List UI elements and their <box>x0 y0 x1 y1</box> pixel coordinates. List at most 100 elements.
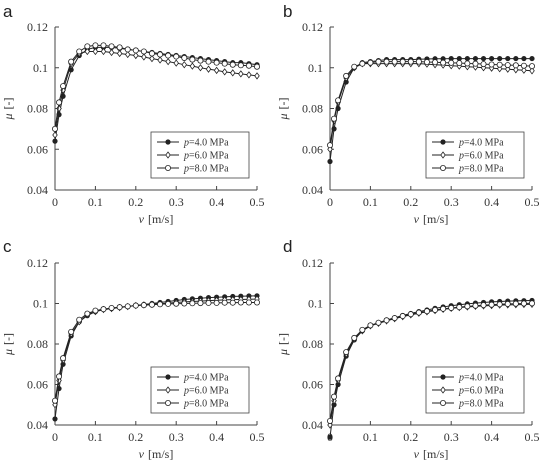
legend-marker <box>440 374 446 380</box>
data-point <box>197 64 204 72</box>
panel-letter-b: b <box>283 2 292 21</box>
data-point <box>84 47 91 56</box>
series-1 <box>52 44 260 144</box>
chart-panel-d: d0.040.060.080.10.1200.10.20.30.40.5v[m/… <box>276 237 540 461</box>
x-tick-label: 0 <box>327 195 333 209</box>
x-axis-label: v [m/s] <box>414 447 449 461</box>
data-point <box>529 300 536 307</box>
y-tick-label: 0.1 <box>33 61 48 75</box>
data-point <box>253 299 260 306</box>
data-point <box>165 300 172 307</box>
data-point <box>407 58 414 65</box>
y-tick-label: 0.12 <box>302 256 323 270</box>
data-point <box>335 375 342 382</box>
data-point <box>488 301 495 308</box>
data-point <box>375 58 382 65</box>
x-tick-label: 0.5 <box>525 430 540 444</box>
data-point <box>456 304 463 311</box>
x-axis-unit: [m/s] <box>148 212 173 226</box>
data-point <box>343 349 350 356</box>
data-point <box>173 53 180 60</box>
legend-marker <box>439 399 446 406</box>
data-point <box>488 55 495 62</box>
legend-entry-variable: p <box>183 399 189 410</box>
data-point <box>60 83 67 90</box>
legend-entry: p=8.0 MPa <box>183 399 229 410</box>
data-point <box>124 50 131 59</box>
y-axis-variable: μ <box>276 113 290 120</box>
y-axis-label: μ [-] <box>276 97 290 120</box>
legend-marker <box>439 164 446 171</box>
legend-entry-variable: p <box>183 138 189 149</box>
data-point <box>375 319 382 326</box>
data-point <box>52 416 58 422</box>
data-point <box>529 67 535 75</box>
data-point <box>205 299 212 306</box>
data-point <box>472 302 479 309</box>
x-tick-label: 0.1 <box>363 195 378 209</box>
x-tick-label: 0.5 <box>250 430 265 444</box>
legend-entry: p=6.0 MPa <box>183 386 229 397</box>
data-point <box>157 51 164 58</box>
data-point <box>423 59 430 66</box>
data-point <box>173 300 180 307</box>
data-point <box>108 43 115 50</box>
y-tick-label: 0.08 <box>27 102 48 116</box>
y-axis-variable: μ <box>1 349 15 356</box>
y-tick-label: 0.04 <box>302 418 323 432</box>
data-point <box>132 47 139 54</box>
data-point <box>237 62 244 69</box>
data-point <box>140 48 147 55</box>
data-point <box>351 63 358 70</box>
x-tick-label: 0.4 <box>209 195 224 209</box>
data-point <box>245 62 252 69</box>
data-point <box>92 42 99 49</box>
data-point <box>238 70 244 78</box>
data-point <box>221 299 228 306</box>
data-point <box>52 397 59 404</box>
data-point <box>423 308 430 315</box>
legend-entry-variable: p <box>183 386 189 397</box>
data-point <box>100 306 107 313</box>
y-axis-variable: μ <box>276 349 290 356</box>
data-point <box>448 304 455 311</box>
data-point <box>133 51 139 60</box>
x-tick-label: 0.1 <box>88 430 103 444</box>
y-tick-label: 0.04 <box>302 183 323 197</box>
legend-entry-variable: p <box>458 151 464 162</box>
x-tick-label: 0.1 <box>88 195 103 209</box>
data-point <box>326 417 333 424</box>
data-point <box>197 300 204 307</box>
data-point <box>229 61 236 68</box>
data-point <box>181 300 188 307</box>
data-point <box>504 300 511 307</box>
data-point <box>448 59 455 66</box>
data-point <box>254 72 260 80</box>
data-point <box>76 316 83 323</box>
data-point <box>383 317 390 324</box>
data-point <box>513 55 519 62</box>
data-point <box>52 125 59 132</box>
x-tick-label: 0.2 <box>403 195 418 209</box>
y-tick-label: 0.12 <box>27 20 48 34</box>
legend-entry-variable: p <box>458 138 464 149</box>
legend-entry-variable: p <box>458 373 464 384</box>
data-point <box>253 63 260 70</box>
legend-entry: p=6.0 MPa <box>458 151 504 162</box>
x-tick-label: 0.3 <box>169 430 184 444</box>
legend-marker <box>165 151 171 159</box>
x-tick-label: 0.2 <box>403 430 418 444</box>
x-tick-label: 0.4 <box>484 430 499 444</box>
series-3 <box>326 58 536 149</box>
data-point <box>432 306 439 313</box>
data-point <box>245 299 252 306</box>
data-point <box>496 301 503 308</box>
data-point <box>480 55 487 62</box>
data-point <box>157 301 164 308</box>
data-point <box>108 48 115 57</box>
data-point <box>141 53 147 61</box>
y-axis-label: μ [-] <box>276 333 290 356</box>
x-tick-label: 0.2 <box>128 195 143 209</box>
